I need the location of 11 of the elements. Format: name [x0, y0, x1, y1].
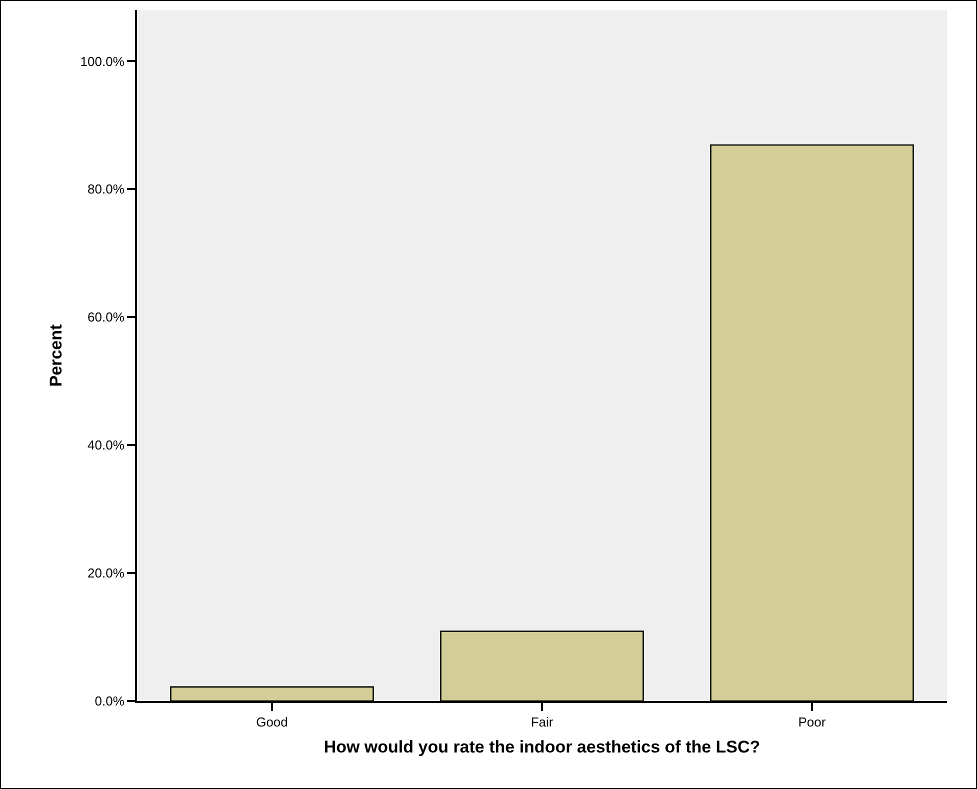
y-tick-label: 20.0% — [88, 566, 125, 581]
x-axis-title: How would you rate the indoor aesthetics of the LSC? — [324, 738, 760, 756]
y-tick-label: 60.0% — [88, 310, 125, 325]
y-tick-label: 40.0% — [88, 438, 125, 453]
y-tick-label: 100.0% — [80, 54, 125, 69]
x-tick-label: Poor — [798, 714, 826, 730]
y-axis-title: Percent — [46, 324, 66, 387]
y-tick-label: 80.0% — [88, 182, 125, 197]
x-tick-label: Fair — [530, 714, 554, 730]
y-tick-label: 0.0% — [94, 694, 125, 709]
x-tick-label: Good — [256, 714, 288, 730]
